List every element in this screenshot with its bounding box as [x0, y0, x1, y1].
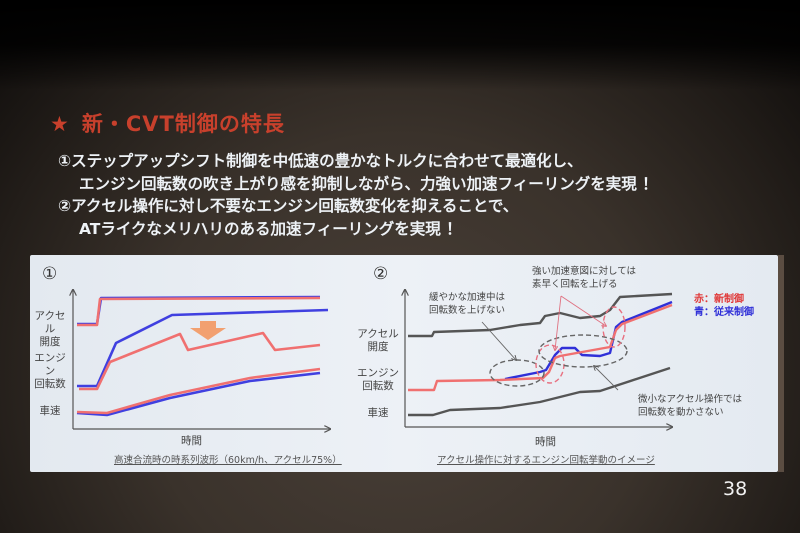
chart2-caption: アクセル操作に対するエンジン回転挙動のイメージ [437, 455, 655, 466]
bullet-1-line-1: ①ステップアップシフト制御を中低速の豊かなトルクに合わせて最適化し、 [58, 152, 583, 170]
bullet-1-line-2: エンジン回転数の吹き上がり感を抑制しながら、力強い加速フィーリングを実現 ！ [79, 174, 658, 193]
chart1-xlabel: 時間 [181, 435, 202, 447]
bullet-2-line-1: ②アクセル操作に対し不要なエンジン回転数変化を抑えることで、 [58, 197, 519, 215]
panel-edge [778, 255, 784, 472]
chart2-leaders [481, 295, 619, 391]
bullet-2-line-2: ATライクなメリハリのある加速フィーリングを実現 ！ [79, 219, 462, 238]
annotation-strong-acceleration: 強い加速意図に対しては 素早く回転を上げる [532, 266, 637, 290]
down-arrow-icon [190, 321, 226, 340]
chart2-xlabel: 時間 [535, 436, 556, 448]
chart1-ylabel-engine-speed: エンジン 回転数 [34, 352, 66, 390]
star-icon: ★ [50, 112, 70, 136]
annotation-small-input: 微小なアクセル操作では 回転数を動かさない [638, 394, 743, 418]
chart1-number: ① [42, 264, 58, 284]
chart2-lines [408, 292, 673, 417]
chart2-axes [405, 290, 672, 427]
chart2-ylabel-accelerator: アクセル 開度 [357, 328, 399, 353]
legend-conventional-control: 青：従来制御 [694, 307, 754, 318]
chart1-axes [73, 290, 330, 429]
chart1-lines [76, 295, 329, 417]
chart2-legend: 赤：新制御 青：従来制御 [694, 293, 754, 319]
diagram-svg [30, 255, 778, 472]
page-number: 38 [723, 478, 748, 500]
chart1-ylabel-accelerator: アクセル 開度 [34, 310, 66, 348]
chart2-ylabel-engine-speed: エンジン 回転数 [357, 367, 399, 392]
slide-title: ★ 新・CVT制御の特長 [50, 112, 285, 136]
diagram-panel: ① アクセル 開度 エンジン 回転数 車速 時間 高速合流時の時系列波形（60km/… [30, 255, 778, 472]
chart2-ylabel-vehicle-speed: 車速 [367, 407, 389, 419]
legend-new-control: 赤：新制御 [694, 294, 744, 305]
chart1-caption: 高速合流時の時系列波形（60km/h、アクセル75%） [114, 455, 342, 466]
chart2-number: ② [373, 264, 389, 284]
annotation-gentle-acceleration: 緩やかな加速中は 回転数を上げない [429, 292, 506, 316]
dark-background-top [0, 0, 800, 90]
chart1-ylabel-vehicle-speed: 車速 [39, 405, 61, 417]
bullet-list: ①ステップアップシフト制御を中低速の豊かなトルクに合わせて最適化し、 エンジン回… [58, 150, 658, 240]
